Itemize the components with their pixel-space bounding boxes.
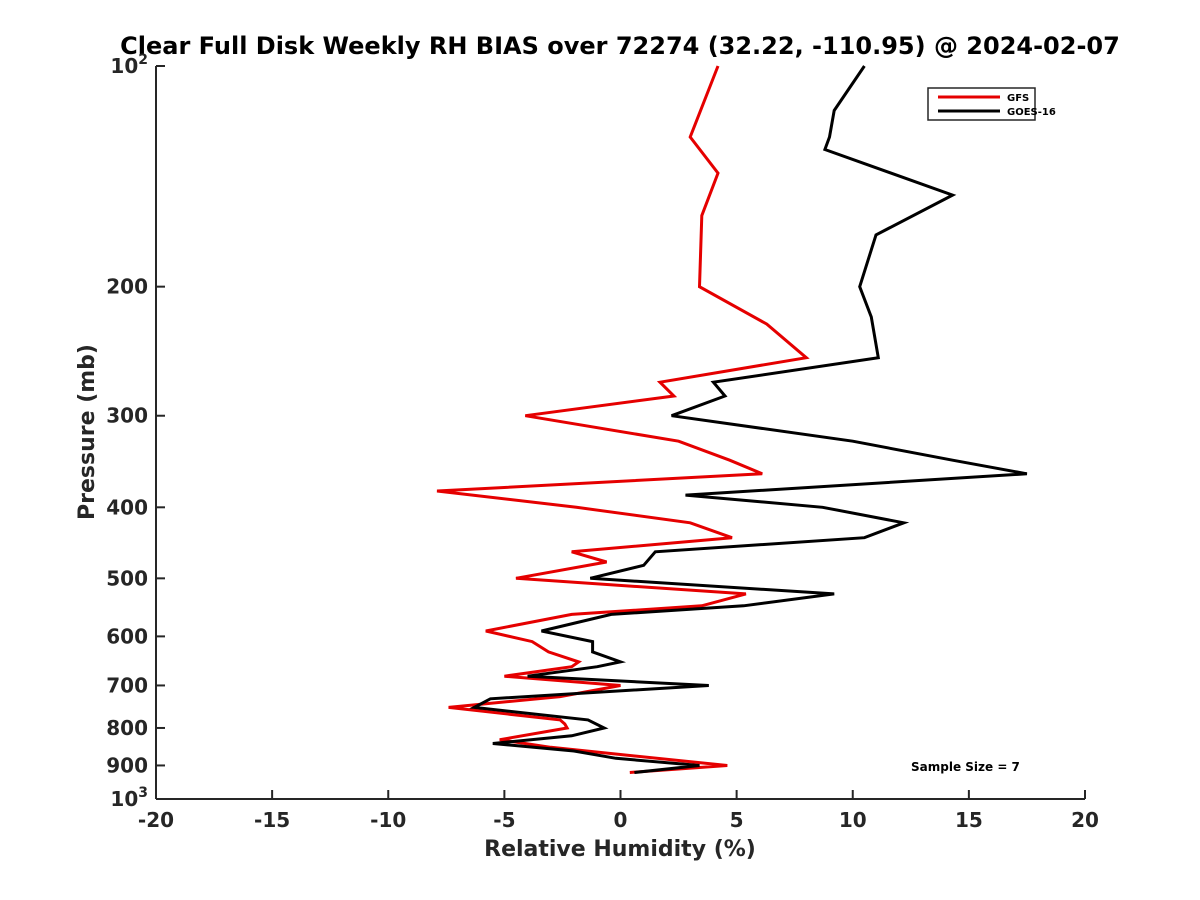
x-tick-label: -20 — [138, 808, 174, 832]
legend: GFS GOES-16 — [927, 87, 1056, 121]
y-tick-base: 10 — [110, 787, 138, 811]
x-axis-label: Relative Humidity (%) — [484, 837, 756, 862]
legend-label-goes-16: GOES-16 — [1007, 107, 1056, 118]
legend-label-gfs: GFS — [1007, 93, 1029, 104]
y-tick-label: 200 — [106, 275, 148, 299]
x-axis-ticks: -20 -15 -10 -5 0 5 10 15 20 — [138, 790, 1099, 832]
sample-size-annotation: Sample Size = 7 — [911, 760, 1020, 774]
x-tick-label: 10 — [839, 808, 867, 832]
y-tick-base: 300 — [106, 404, 148, 428]
y-tick-base: 700 — [106, 673, 148, 697]
x-tick-label: 0 — [614, 808, 628, 832]
y-tick-exponent: 2 — [138, 52, 148, 68]
legend-box — [927, 87, 1036, 121]
x-tick-label: 5 — [730, 808, 744, 832]
series-line-gfs — [436, 65, 810, 774]
y-tick-label: 500 — [106, 566, 148, 590]
y-tick-base: 200 — [106, 275, 148, 299]
y-tick-label: 102 — [110, 52, 148, 78]
x-tick-label: -15 — [254, 808, 290, 832]
y-tick-label: 400 — [106, 495, 148, 519]
y-tick-label: 103 — [110, 785, 148, 811]
y-tick-label: 300 — [106, 404, 148, 428]
chart-title: Clear Full Disk Weekly RH BIAS over 7227… — [120, 32, 1120, 60]
x-tick-label: 20 — [1071, 808, 1099, 832]
series-lines — [436, 65, 1028, 774]
x-tick-label: 15 — [955, 808, 983, 832]
y-tick-base: 800 — [106, 716, 148, 740]
y-tick-label: 800 — [106, 716, 148, 740]
x-tick-label: -10 — [370, 808, 406, 832]
x-tick-label: -5 — [493, 808, 515, 832]
y-tick-label: 600 — [106, 624, 148, 648]
y-tick-base: 500 — [106, 566, 148, 590]
y-tick-base: 10 — [110, 54, 138, 78]
y-tick-exponent: 3 — [138, 785, 148, 801]
y-tick-base: 900 — [106, 753, 148, 777]
y-axis-label: Pressure (mb) — [75, 344, 100, 520]
y-tick-base: 400 — [106, 495, 148, 519]
series-line-goes-16 — [469, 65, 1028, 774]
y-tick-label: 900 — [106, 753, 148, 777]
y-tick-base: 600 — [106, 624, 148, 648]
y-tick-label: 700 — [106, 673, 148, 697]
